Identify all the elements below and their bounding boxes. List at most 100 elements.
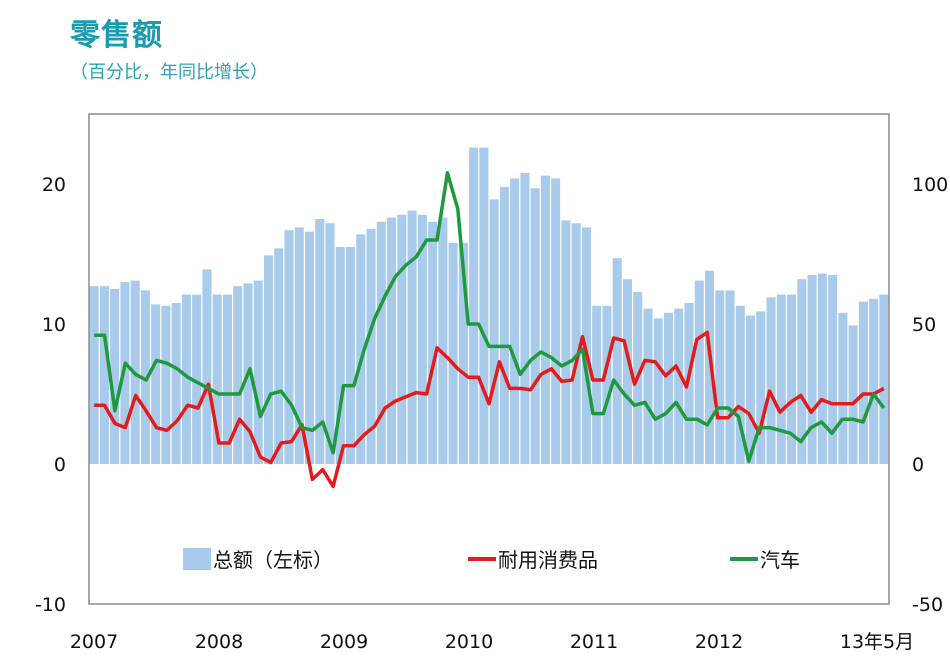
y-right-tick-label: 100 xyxy=(912,174,948,196)
bar-total-57 xyxy=(674,308,684,464)
bar-total-60 xyxy=(704,270,715,464)
chart-subtitle: （百分比，年同比增长） xyxy=(70,62,268,83)
x-tick-label: 2007 xyxy=(70,631,118,653)
bar-total-19 xyxy=(284,230,294,464)
chart-title: 零售额 xyxy=(70,18,163,53)
bar-total-34 xyxy=(438,217,448,464)
line-durables xyxy=(94,330,885,489)
bar-total-32 xyxy=(417,214,427,464)
legend-swatch-total xyxy=(183,548,211,570)
x-tick-label: 2009 xyxy=(320,631,368,653)
bar-total-72 xyxy=(828,275,838,464)
bar-total-58 xyxy=(684,303,694,464)
bar-total-41 xyxy=(510,178,520,464)
bar-total-10 xyxy=(192,294,202,464)
bar-total-55 xyxy=(653,318,663,464)
bar-total-39 xyxy=(489,199,499,464)
bar-total-28 xyxy=(376,221,386,464)
bar-total-6 xyxy=(151,304,161,464)
legend: 总额（左标） 耐用消费品 汽车 xyxy=(183,548,800,572)
bar-total-64 xyxy=(746,315,756,464)
bar-total-2 xyxy=(110,289,120,464)
bar-total-33 xyxy=(428,221,438,464)
bar-total-47 xyxy=(571,223,581,464)
bar-total-11 xyxy=(202,269,212,464)
bar-total-18 xyxy=(274,248,284,464)
legend-label-autos: 汽车 xyxy=(760,548,800,572)
bar-total-52 xyxy=(622,279,632,464)
bar-total-7 xyxy=(161,305,171,464)
bar-total-36 xyxy=(458,242,468,464)
y-left-tick-label: 0 xyxy=(54,454,66,476)
bar-total-56 xyxy=(663,312,674,464)
bar-total-13 xyxy=(222,294,232,464)
plot-frame xyxy=(88,113,890,605)
bar-total-25 xyxy=(346,247,356,464)
bar-total-51 xyxy=(612,258,622,464)
bar-total-1 xyxy=(99,286,109,464)
bar-total-50 xyxy=(602,305,612,464)
bar-total-21 xyxy=(304,231,315,464)
y-left-tick-label: 10 xyxy=(42,314,66,336)
tick-labels-group: -10 0 10 20 -50 0 50 100 2007 2008 2009 2010 2011 201… xyxy=(35,174,948,653)
bar-total-26 xyxy=(356,234,366,464)
bar-total-75 xyxy=(858,301,868,464)
bar-total-70 xyxy=(807,275,817,464)
bar-total-23 xyxy=(325,223,335,464)
bar-total-45 xyxy=(551,178,561,464)
bar-total-49 xyxy=(592,305,602,464)
bar-total-67 xyxy=(776,294,786,464)
y-right-tick-label: 50 xyxy=(912,314,936,336)
bar-total-24 xyxy=(335,247,345,464)
y-left-tick-label: -10 xyxy=(35,594,66,616)
bar-total-61 xyxy=(715,290,725,464)
bar-total-5 xyxy=(140,290,150,464)
x-tick-label: 2011 xyxy=(570,631,618,653)
y-right-tick-label: 0 xyxy=(912,454,924,476)
lines-group xyxy=(94,171,886,489)
bar-total-0 xyxy=(89,286,99,464)
bar-total-43 xyxy=(530,188,540,464)
bar-total-54 xyxy=(643,308,653,464)
bar-total-73 xyxy=(838,312,848,464)
legend-label-durables: 耐用消费品 xyxy=(498,548,598,572)
legend-label-total: 总额（左标） xyxy=(213,548,333,572)
bar-total-44 xyxy=(540,175,550,464)
x-tick-label: 2008 xyxy=(195,631,243,653)
bar-total-42 xyxy=(520,172,530,465)
bar-total-38 xyxy=(479,147,489,464)
bar-total-9 xyxy=(181,294,191,464)
bar-total-71 xyxy=(817,273,827,464)
bar-total-37 xyxy=(469,147,479,464)
bar-total-17 xyxy=(263,255,274,464)
bar-total-20 xyxy=(294,227,304,464)
bar-total-59 xyxy=(694,280,704,464)
bar-total-35 xyxy=(448,242,458,464)
bar-total-76 xyxy=(869,298,879,464)
bar-total-27 xyxy=(366,228,376,464)
bar-total-65 xyxy=(756,311,766,464)
bar-total-63 xyxy=(735,305,745,464)
bar-total-12 xyxy=(212,294,222,464)
bar-total-69 xyxy=(797,279,807,464)
bar-total-31 xyxy=(407,210,417,464)
bar-total-22 xyxy=(315,219,325,464)
bar-total-14 xyxy=(233,286,243,464)
bar-total-40 xyxy=(499,186,509,465)
x-tick-label: 2010 xyxy=(445,631,493,653)
bar-total-77 xyxy=(879,294,889,464)
bar-total-30 xyxy=(397,214,407,464)
bar-total-74 xyxy=(848,325,858,464)
line-autos xyxy=(94,171,886,463)
bar-total-8 xyxy=(171,303,181,464)
x-tick-label: 2012 xyxy=(695,631,743,653)
bar-total-68 xyxy=(787,294,797,464)
bar-total-66 xyxy=(766,297,776,464)
bar-total-29 xyxy=(387,217,397,464)
y-right-tick-label: -50 xyxy=(912,594,943,616)
bar-total-16 xyxy=(253,280,263,464)
bar-total-46 xyxy=(561,220,571,464)
bars-group xyxy=(89,147,889,465)
y-left-tick-label: 20 xyxy=(42,174,66,196)
